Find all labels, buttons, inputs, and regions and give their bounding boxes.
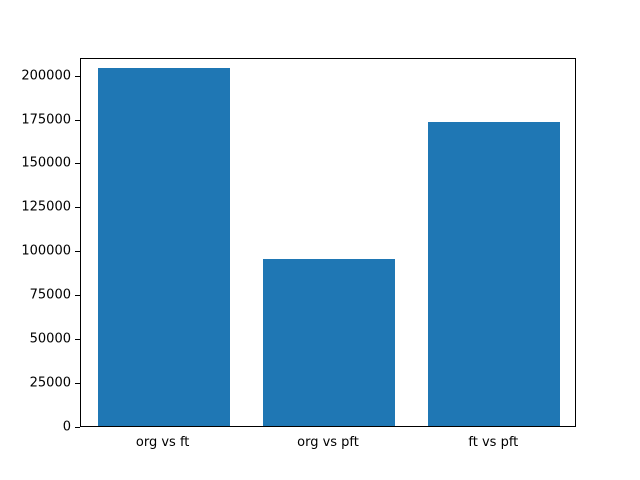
y-tick-mark [75, 295, 80, 297]
bar-ft-vs-pft [428, 122, 561, 426]
y-tick-mark [75, 339, 80, 341]
y-tick-label: 25000 [29, 375, 71, 391]
y-tick-label: 175000 [21, 112, 71, 127]
y-tick-label: 200000 [21, 68, 71, 84]
y-tick-label: 50000 [29, 331, 71, 347]
x-tick-label-org-vs-pft: org vs pft [297, 435, 359, 450]
y-tick-label: 125000 [21, 199, 71, 215]
y-tick-mark [75, 75, 80, 77]
y-tick-mark [75, 207, 80, 209]
bar-org-vs-ft [97, 67, 230, 426]
y-tick-mark [75, 251, 80, 253]
plot-area [80, 58, 576, 427]
x-tick-label-org-vs-ft: org vs ft [135, 435, 190, 450]
x-tick-label-ft-vs-pft: ft vs pft [468, 435, 519, 450]
y-tick-label: 0 [62, 419, 71, 435]
y-tick-mark [75, 163, 80, 165]
y-tick-mark [75, 427, 80, 428]
y-tick-label: 150000 [21, 155, 71, 171]
y-tick-mark [75, 383, 80, 385]
bar-org-vs-pft [262, 259, 396, 426]
y-tick-mark [75, 119, 80, 121]
y-tick-label: 100000 [21, 243, 71, 259]
y-tick-label: 75000 [29, 287, 71, 303]
